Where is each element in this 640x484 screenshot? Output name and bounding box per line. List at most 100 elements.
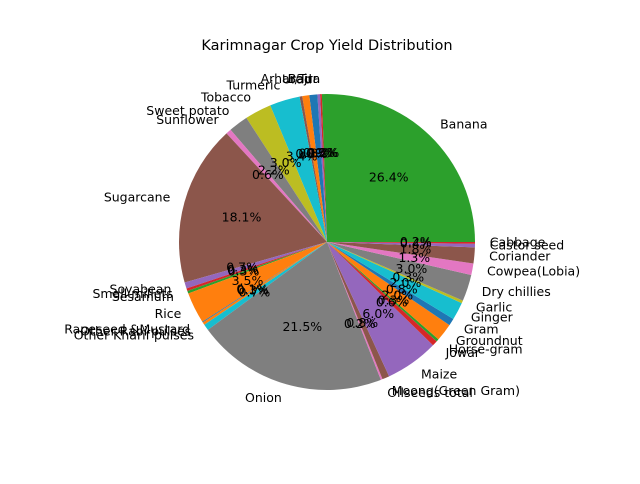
pie-slice-slice-5 [299, 96, 327, 242]
slice-label-horse-gram: Horse-gram [449, 342, 523, 357]
slice-percent-rapeseed-mustard: 0.1% [236, 282, 268, 297]
slice-label-groundnut: Groundnut [456, 333, 523, 348]
pie-slice-sunflower [226, 129, 327, 242]
pie-slice-onion [207, 242, 381, 391]
pie-slice-horse-gram [327, 242, 439, 342]
pie-slice-soyabean [184, 242, 327, 289]
slice-percent-banana: 26.4% [369, 170, 409, 185]
slice-label-cabbage: Cabbage [490, 235, 546, 250]
slice-percent-groundnut: 2.0% [381, 288, 413, 303]
slice-percent-arhar-tur: 0.3% [306, 145, 338, 160]
slice-percent-jowar: 0.6% [376, 294, 408, 309]
pie-slice-sesamum [187, 242, 327, 294]
pie-slice-other-rabi-pulses [202, 242, 327, 325]
pie-slice-ginger [327, 242, 462, 320]
pie-slice-slice-4 [302, 95, 327, 242]
slice-label-rice: Rice [155, 306, 182, 321]
slice-label-small-millets: Small millets [93, 286, 173, 301]
slice-percent-gram: 0.8% [386, 282, 418, 297]
slice-percent-castor-seed: 0.4% [400, 236, 432, 251]
slice-percent-sesamum: 0.3% [228, 264, 260, 279]
slice-percent-horse-gram: 0.3% [378, 293, 410, 308]
slice-label-cowpea-lobia: Cowpea(Lobia) [487, 264, 580, 279]
slice-percent-tobacco: 3.0% [270, 155, 302, 170]
slice-percent-maize: 6.0% [362, 306, 394, 321]
slice-percent-other-rabi-pulses: 0.3% [237, 283, 269, 298]
slice-label-banana: Banana [440, 116, 487, 131]
slice-label-coriander: Coriander [489, 248, 551, 263]
slice-percent-slice-5: 0.3% [295, 146, 327, 161]
slice-percent-soyabean: 0.7% [226, 260, 258, 275]
slice-percent-sweet-potato: 2.2% [258, 162, 290, 177]
slice-percent-sugarcane: 18.1% [222, 210, 262, 225]
chart-title: Karimnagar Crop Yield Distribution [201, 38, 452, 54]
pie-slice-jowar [327, 242, 437, 346]
slice-percent-moong-green-gram: 0.8% [346, 315, 378, 330]
slice-label-sesamum: Sesamum [112, 289, 174, 304]
pie-slice-urad [309, 94, 327, 242]
pie-slices [178, 93, 476, 391]
pie-slice-coriander [327, 242, 475, 264]
pie-percent-labels: 26.4%0.2%0.3%0.9%0.8%0.3%3.4%3.0%2.2%0.6… [222, 145, 432, 334]
slice-label-arhar-tur: Arhar/Tur [261, 71, 319, 86]
slice-percent-turmeric: 3.4% [286, 148, 318, 163]
slice-label-sunflower: Sunflower [156, 112, 219, 127]
pie-slice-arhar-tur [317, 94, 327, 242]
pie-slice-rapeseed-mustard [202, 242, 327, 323]
pie-slice-cabbage [327, 242, 476, 244]
slice-label-tobacco: Tobacco [200, 90, 251, 105]
slice-percent-cabbage: 0.2% [400, 234, 432, 249]
pie-slice-banana [321, 93, 475, 242]
pie-slice-small-millets [186, 242, 327, 292]
slice-percent-onion: 21.5% [282, 319, 322, 334]
slice-percent-ginger: 2.0% [390, 275, 422, 290]
pie-slice-turmeric [270, 96, 327, 242]
pie-slice-rice [188, 242, 327, 322]
slice-label-other-rabi-pulses: Other Rabi pulses [80, 323, 191, 338]
pie-slice-sugarcane [178, 133, 327, 283]
slice-percent-garlic: 0.3% [392, 269, 424, 284]
pie-slice-other-kharif-pulses [204, 242, 327, 330]
slice-percent-bajra: 0.2% [308, 145, 340, 160]
pie-slice-castor-seed [327, 242, 475, 248]
slice-label-ginger: Ginger [471, 310, 514, 325]
pie-slice-oilseeds-total [327, 242, 383, 380]
slice-percent-other-kharif-pulses: 0.7% [239, 285, 271, 300]
slice-percent-rice: 3.5% [232, 273, 264, 288]
slice-label-garlic: Garlic [476, 299, 512, 314]
slice-label-gram: Gram [464, 322, 499, 337]
slice-label-turmeric: Turmeric [225, 78, 280, 93]
slice-label-maize: Maize [421, 366, 457, 381]
slice-label-castor-seed: Castor seed [490, 238, 564, 253]
slice-label-other-kharif-pulses: Other Kharif pulses [74, 327, 194, 342]
pie-slice-groundnut [327, 242, 450, 340]
pie-slice-sweet-potato [230, 117, 327, 242]
slice-percent-dry-chillies: 3.0% [396, 261, 428, 276]
slice-label-oilseeds-total: Oilseeds total [387, 385, 473, 400]
slice-percent-sunflower: 0.6% [252, 167, 284, 182]
slice-label-moong-green-gram: Moong(Green Gram) [392, 383, 520, 398]
pie-slice-moong-green-gram [327, 242, 390, 380]
pie-slice-bajra [320, 94, 327, 242]
slice-label-soyabean: Soyabean [110, 281, 172, 296]
slice-percent-small-millets: 0.3% [227, 262, 259, 277]
slice-label-urad: Urad [282, 71, 312, 86]
slice-label-sweet-potato: Sweet potato [146, 103, 229, 118]
slice-label-bajra: Bajra [288, 71, 321, 86]
slice-label-jowar: Jowar [445, 345, 481, 360]
pie-labels: BananaBajraArhar/TurUradTurmericTobaccoS… [64, 71, 580, 405]
slice-percent-urad: 0.9% [303, 145, 335, 160]
slice-percent-cowpea-lobia: 1.3% [398, 250, 430, 265]
slice-label-dry-chillies: Dry chillies [482, 284, 551, 299]
pie-slice-dry-chillies [327, 242, 472, 301]
pie-slice-cowpea-lobia [327, 242, 474, 276]
slice-percent-slice-4: 0.8% [298, 146, 330, 161]
pie-slice-gram [327, 242, 454, 326]
slice-label-sugarcane: Sugarcane [104, 190, 171, 205]
slice-label-rapeseed-mustard: Rapeseed &Mustard [64, 322, 190, 337]
pie-slice-maize [327, 242, 433, 377]
slice-percent-coriander: 1.8% [400, 242, 432, 257]
pie-slice-garlic [327, 242, 463, 304]
